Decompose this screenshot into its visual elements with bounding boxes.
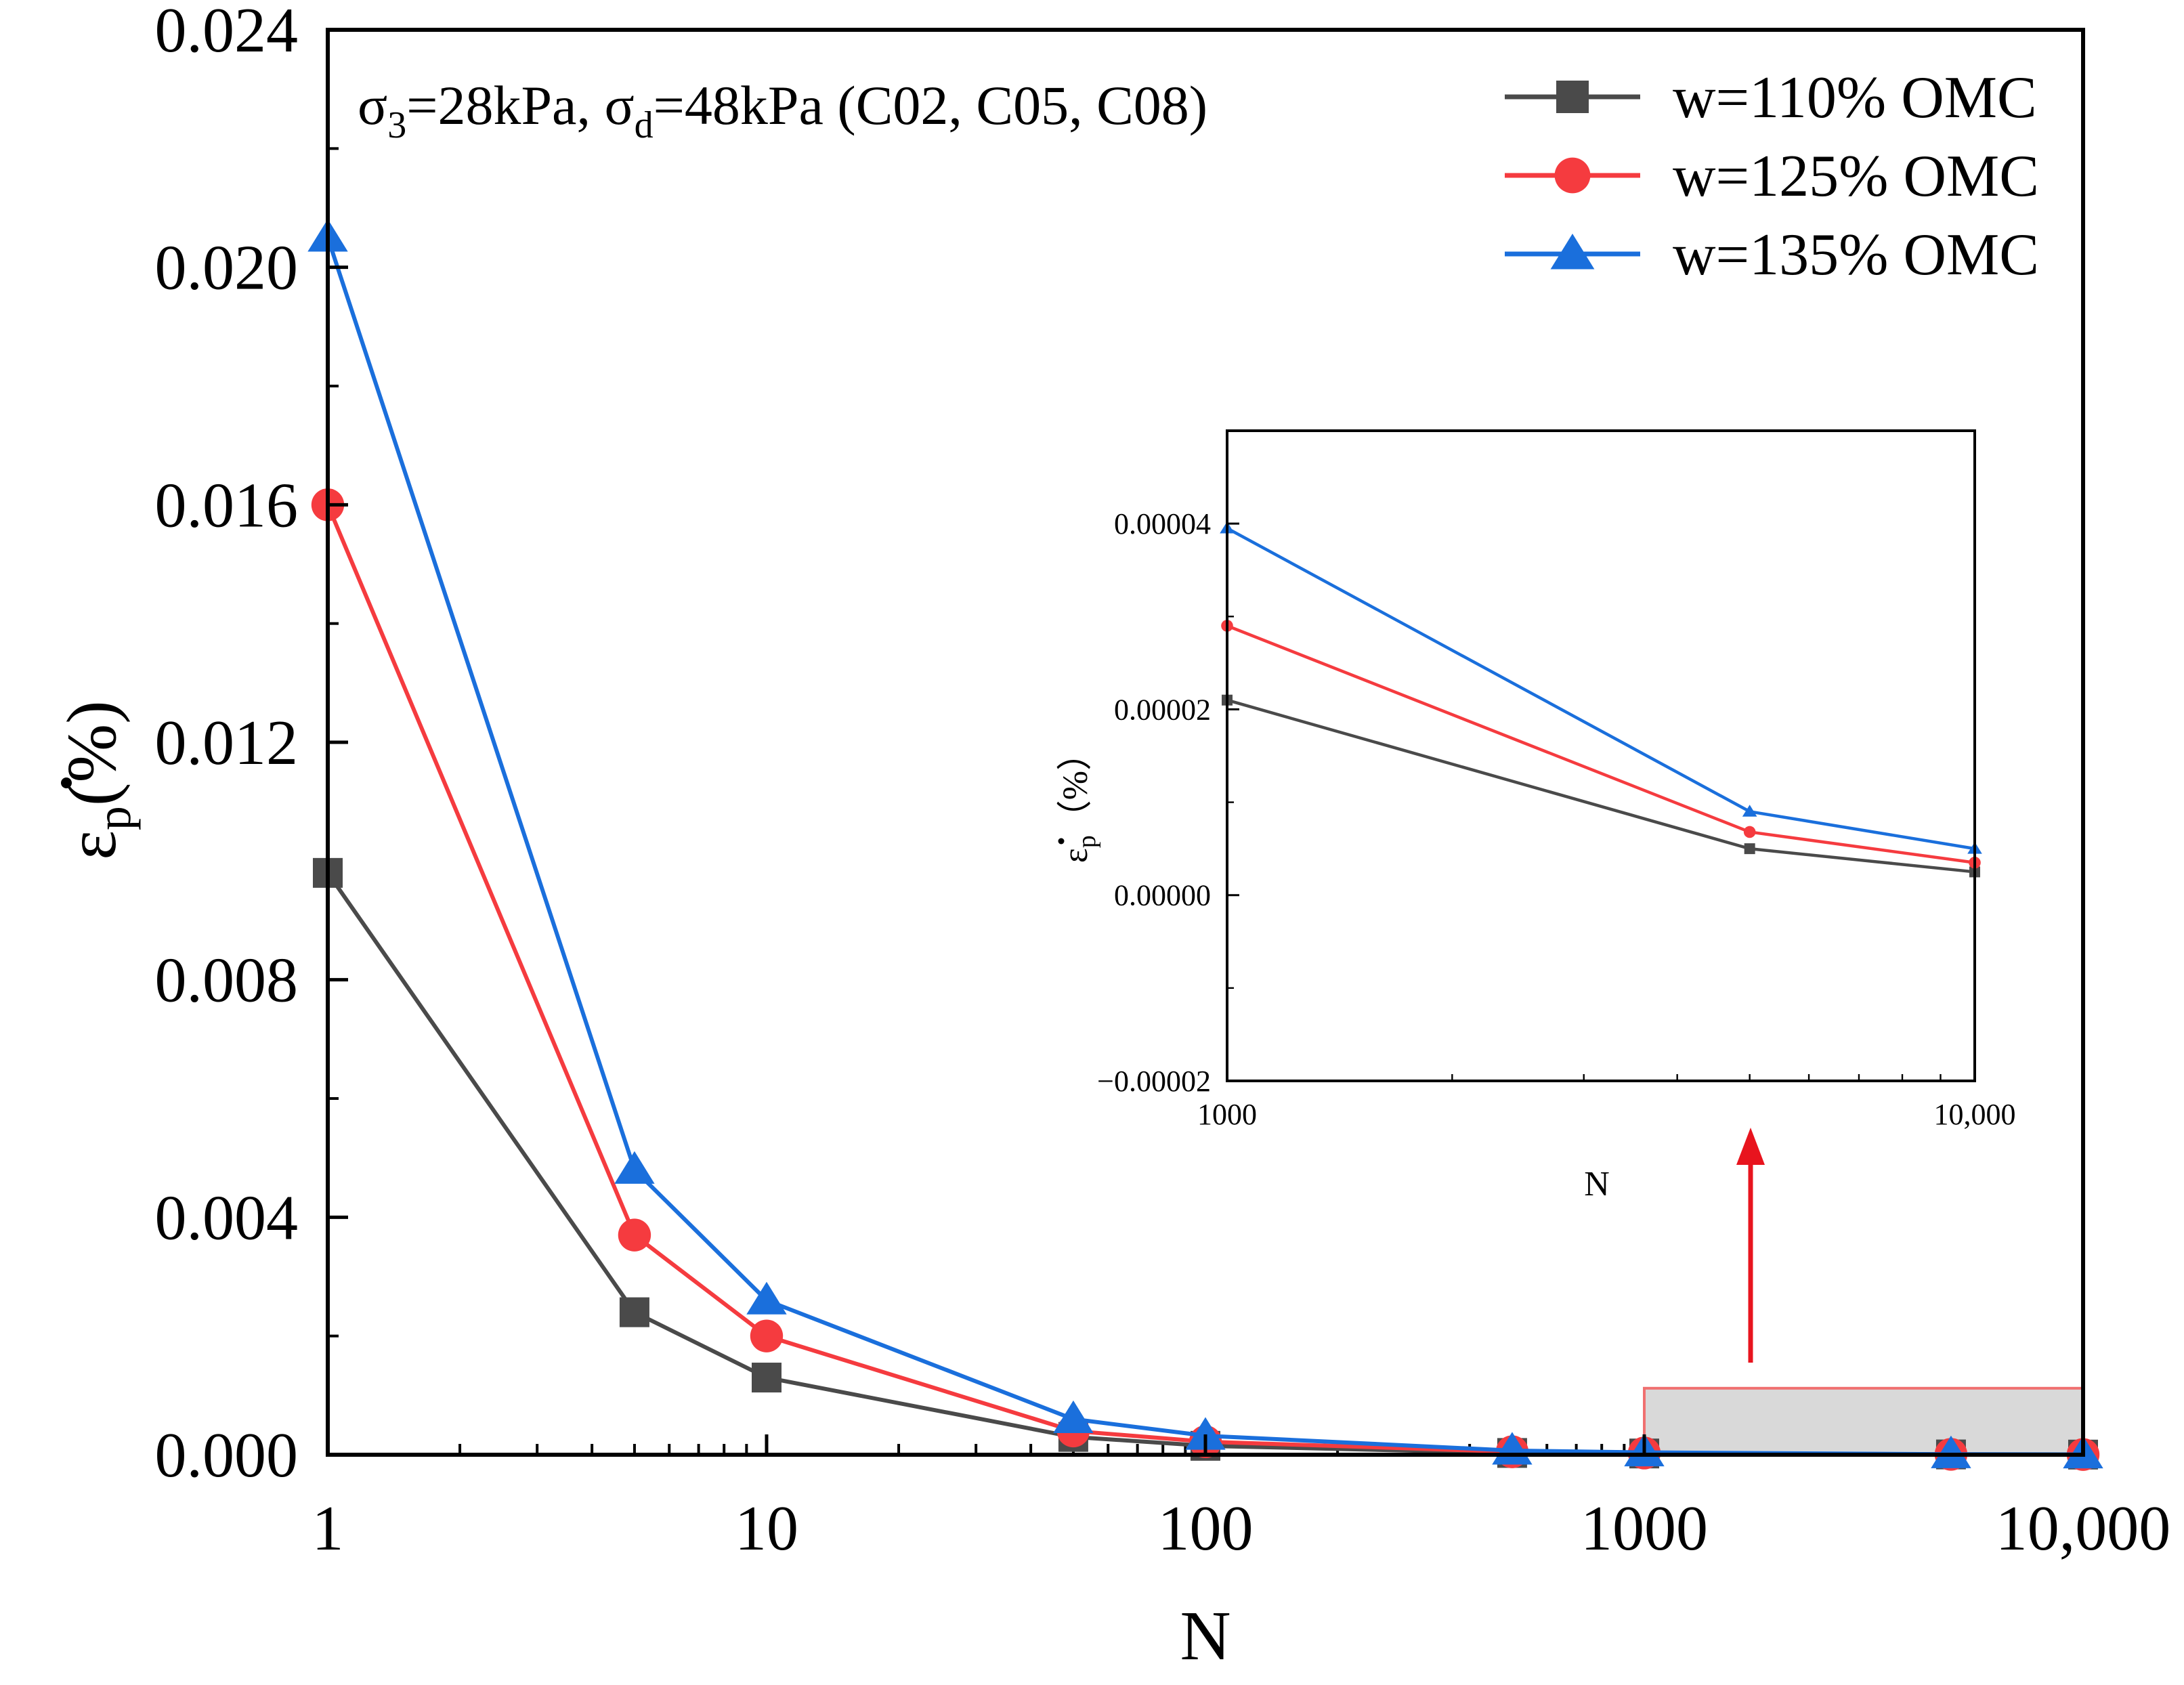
main-y-axis-dot <box>61 777 72 788</box>
x-tick-label: 1000 <box>1197 1098 1257 1131</box>
legend-label: w=135% OMC <box>1673 222 2039 288</box>
inset-y-axis-dot <box>1058 838 1065 845</box>
data-point <box>618 1218 651 1252</box>
main-y-axis-unit: (%) <box>53 700 131 806</box>
data-point <box>752 1363 781 1393</box>
x-tick-label: 10 <box>735 1493 798 1564</box>
legend-marker <box>1554 157 1591 194</box>
main-y-axis-symbol: ε <box>53 830 131 860</box>
x-tick-label: 10,000 <box>1934 1098 2016 1131</box>
inset-y-axis-symbol: ε <box>1056 848 1095 863</box>
y-tick-label: 0.024 <box>155 0 299 66</box>
y-tick-label: 0.004 <box>155 1182 299 1253</box>
inset-x-ticks: 1000 10,000 <box>1197 1069 2016 1131</box>
y-tick-label: 0.016 <box>155 470 299 540</box>
legend-item-circle: w=125% OMC <box>1505 144 2039 209</box>
legend-label: w=125% OMC <box>1673 144 2039 209</box>
legend-item-triangle: w=135% OMC <box>1505 222 2039 288</box>
data-point <box>614 1151 655 1184</box>
highlight-box <box>1643 1386 2084 1456</box>
legend-item-square: w=110% OMC <box>1505 65 2037 131</box>
data-point <box>750 1319 784 1352</box>
data-point <box>1053 1400 1094 1434</box>
data-point <box>746 1281 787 1315</box>
inset-x-axis-title: N <box>1584 1165 1610 1203</box>
zoom-arrow <box>1736 1128 1765 1363</box>
zoom-arrow-head <box>1736 1128 1765 1165</box>
condition-annotation: σ3=28kPa, σd=48kPa (C02, C05, C08) <box>358 74 1207 146</box>
data-point <box>1743 826 1756 838</box>
main-x-axis-title: N <box>1180 1597 1230 1675</box>
inset-y-ticks: −0.00002 0.00000 0.00002 0.00004 <box>1097 507 1239 1098</box>
inset-series <box>1220 521 1982 878</box>
svg-text:εp（%）: εp（%） <box>1056 735 1101 863</box>
svg-text:εp(%): εp(%) <box>53 700 141 860</box>
y-tick-label: 0.008 <box>155 945 299 1016</box>
data-point <box>1744 843 1755 855</box>
data-point <box>1742 805 1757 817</box>
data-point <box>1931 1435 1971 1468</box>
y-tick-label: 0.000 <box>155 1420 299 1491</box>
main-highlight-region <box>1643 1386 2084 1456</box>
y-tick-label: 0.00000 <box>1114 879 1211 912</box>
y-tick-label: −0.00002 <box>1097 1065 1211 1098</box>
legend: w=110% OMC w=125% OMC w=135% OMC <box>1505 65 2039 288</box>
y-tick-label: 0.012 <box>155 708 299 778</box>
inset-y-axis-unit: （%） <box>1056 735 1095 835</box>
y-tick-label: 0.020 <box>155 233 299 303</box>
inset-chart: −0.00002 0.00000 0.00002 0.00004 1000 10,000… <box>1056 429 2016 1203</box>
legend-marker <box>1556 81 1589 113</box>
x-tick-label: 10,000 <box>1996 1493 2171 1564</box>
y-tick-label: 0.00002 <box>1114 693 1211 726</box>
inset-y-axis-sub: p <box>1073 835 1101 848</box>
x-tick-label: 1000 <box>1581 1493 1708 1564</box>
data-point <box>619 1297 649 1327</box>
inset-y-axis-title: εp（%） <box>1056 735 1101 863</box>
main-x-ticks: 1 10 100 1000 10,000 <box>312 1434 2171 1564</box>
legend-marker <box>1550 234 1595 270</box>
x-tick-label: 100 <box>1158 1493 1254 1564</box>
data-point <box>1185 1417 1226 1450</box>
main-y-ticks: 0.000 0.004 0.008 0.012 0.016 0.020 0.024 <box>155 0 348 1491</box>
main-y-axis-sub: p <box>87 806 141 830</box>
inset-plot-frame <box>1226 429 1976 1082</box>
main-y-axis-title: εp(%) <box>53 700 141 860</box>
x-tick-label: 1 <box>312 1493 344 1564</box>
legend-label: w=110% OMC <box>1673 65 2037 131</box>
y-tick-label: 0.00004 <box>1114 507 1211 540</box>
